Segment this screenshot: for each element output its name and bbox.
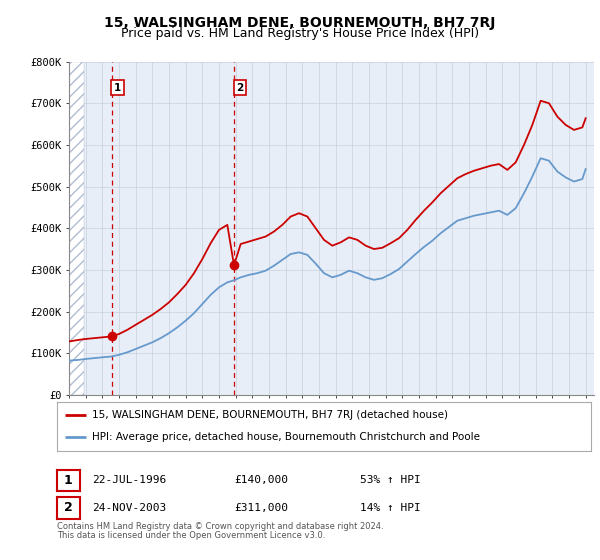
Text: 1: 1 [64,474,73,487]
Text: 53% ↑ HPI: 53% ↑ HPI [360,475,421,486]
Text: 14% ↑ HPI: 14% ↑ HPI [360,503,421,513]
Text: £140,000: £140,000 [234,475,288,486]
Text: Price paid vs. HM Land Registry's House Price Index (HPI): Price paid vs. HM Land Registry's House … [121,27,479,40]
Text: 1: 1 [114,83,121,93]
Text: £311,000: £311,000 [234,503,288,513]
Text: This data is licensed under the Open Government Licence v3.0.: This data is licensed under the Open Gov… [57,531,325,540]
Text: 2: 2 [236,83,244,93]
Text: 2: 2 [64,501,73,515]
Text: 24-NOV-2003: 24-NOV-2003 [92,503,166,513]
Text: 22-JUL-1996: 22-JUL-1996 [92,475,166,486]
Text: 15, WALSINGHAM DENE, BOURNEMOUTH, BH7 7RJ (detached house): 15, WALSINGHAM DENE, BOURNEMOUTH, BH7 7R… [92,410,448,420]
Text: Contains HM Land Registry data © Crown copyright and database right 2024.: Contains HM Land Registry data © Crown c… [57,522,383,531]
Text: 15, WALSINGHAM DENE, BOURNEMOUTH, BH7 7RJ: 15, WALSINGHAM DENE, BOURNEMOUTH, BH7 7R… [104,16,496,30]
Text: HPI: Average price, detached house, Bournemouth Christchurch and Poole: HPI: Average price, detached house, Bour… [92,432,480,442]
